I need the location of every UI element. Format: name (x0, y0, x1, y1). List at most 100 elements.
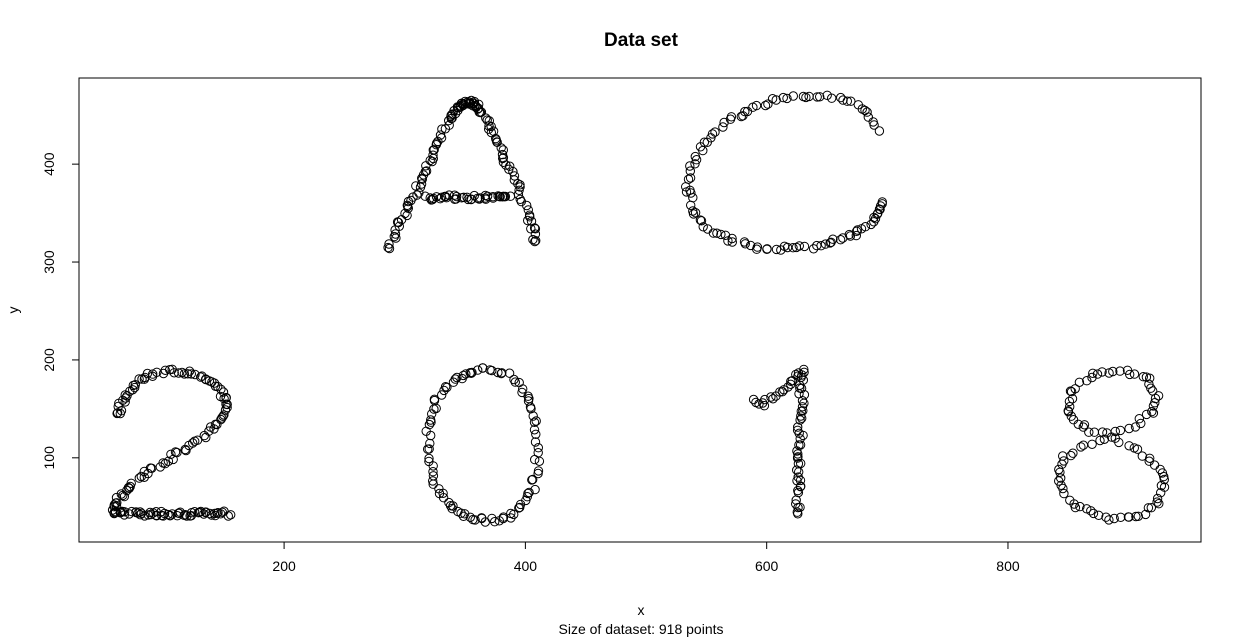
data-point-593 (852, 225, 863, 235)
data-point-142 (182, 511, 192, 521)
x-tick-label-400: 400 (514, 558, 538, 574)
data-point-134 (165, 510, 175, 521)
data-point-647 (1147, 406, 1157, 417)
data-point-581 (812, 240, 822, 251)
y-tick-label-300: 300 (41, 250, 57, 274)
data-point-590 (845, 231, 856, 241)
data-point-201 (432, 138, 442, 148)
data-point-465 (797, 413, 807, 423)
data-point-629 (1097, 367, 1107, 377)
data-point-288 (531, 236, 541, 246)
data-point-354 (530, 454, 540, 465)
data-point-54 (220, 405, 231, 415)
data-point-682 (1104, 515, 1114, 525)
data-point-94 (116, 489, 127, 499)
data-point-55 (219, 410, 229, 420)
data-point-350 (531, 429, 541, 439)
plot-frame (78, 77, 1202, 543)
data-point-291 (425, 193, 435, 203)
data-point-93 (119, 491, 130, 502)
data-point-286 (530, 229, 541, 239)
data-point-635 (1129, 369, 1140, 379)
data-point-268 (509, 171, 520, 181)
data-point-650 (1136, 418, 1146, 429)
data-point-531 (710, 127, 720, 137)
data-point-499 (862, 107, 872, 117)
data-point-475 (793, 449, 803, 459)
data-point-679 (1088, 508, 1099, 519)
data-point-516 (778, 92, 788, 103)
data-point-606 (877, 197, 887, 207)
data-point-537 (698, 145, 708, 156)
data-point-563 (727, 233, 737, 244)
data-point-357 (533, 468, 543, 479)
data-point-605 (877, 199, 887, 209)
data-point-539 (691, 155, 702, 165)
data-point-284 (526, 224, 536, 234)
data-point-71 (181, 445, 191, 456)
data-point-582 (816, 241, 826, 251)
data-point-480 (792, 465, 802, 475)
data-point-505 (838, 95, 848, 105)
data-point-668 (1056, 473, 1066, 483)
data-point-361 (524, 487, 534, 498)
data-point-403 (425, 438, 435, 449)
data-point-688 (1133, 511, 1144, 521)
data-point-120 (139, 511, 150, 521)
data-point-29 (173, 368, 184, 378)
data-point-470 (798, 430, 808, 441)
data-point-450 (799, 367, 809, 377)
data-point-680 (1094, 510, 1104, 520)
data-point-621 (1065, 386, 1076, 396)
data-point-148 (194, 507, 205, 517)
data-point-519 (763, 99, 773, 109)
data-point-686 (1124, 512, 1134, 522)
data-point-610 (1084, 427, 1094, 437)
y-tick-label-100: 100 (41, 446, 57, 470)
data-point-657 (1095, 435, 1105, 446)
data-point-16 (134, 374, 144, 384)
data-point-587 (835, 235, 846, 245)
data-point-456 (795, 383, 805, 393)
x-axis: 200 400 600 800 (272, 541, 1020, 574)
data-point-367 (515, 502, 525, 513)
data-point-392 (434, 488, 445, 499)
data-point-393 (434, 484, 444, 494)
data-point-661 (1068, 448, 1078, 458)
data-point-558 (708, 228, 719, 238)
data-point-166 (384, 239, 394, 249)
data-point-132 (159, 508, 170, 519)
data-point-707 (1129, 443, 1140, 453)
data-point-187 (416, 179, 427, 189)
data-point-351 (530, 437, 541, 447)
data-point-179 (402, 200, 412, 211)
data-point-83 (139, 466, 150, 477)
data-point-503 (846, 96, 856, 106)
data-point-484 (795, 475, 806, 486)
data-point-154 (206, 510, 217, 520)
data-point-110 (119, 507, 130, 517)
data-point-385 (453, 506, 463, 517)
data-point-552 (688, 209, 699, 219)
data-point-395 (428, 476, 438, 486)
data-point-140 (180, 510, 191, 520)
data-point-471 (795, 434, 805, 444)
data-point-643 (1150, 393, 1161, 404)
data-point-370 (506, 513, 516, 523)
data-point-346 (528, 411, 538, 421)
data-point-359 (527, 475, 537, 485)
data-point-36 (196, 372, 206, 382)
data-point-10 (122, 391, 132, 401)
data-point-349 (529, 425, 540, 435)
data-point-524 (740, 106, 750, 117)
data-point-467 (793, 422, 803, 432)
data-point-560 (716, 229, 726, 240)
data-point-4 (113, 401, 123, 412)
data-point-156 (212, 508, 222, 518)
data-point-640 (1146, 383, 1156, 393)
data-point-548 (686, 188, 696, 198)
data-point-92 (118, 490, 128, 501)
data-point-32 (184, 366, 195, 376)
data-point-289 (530, 236, 540, 247)
data-point-360 (530, 484, 540, 495)
